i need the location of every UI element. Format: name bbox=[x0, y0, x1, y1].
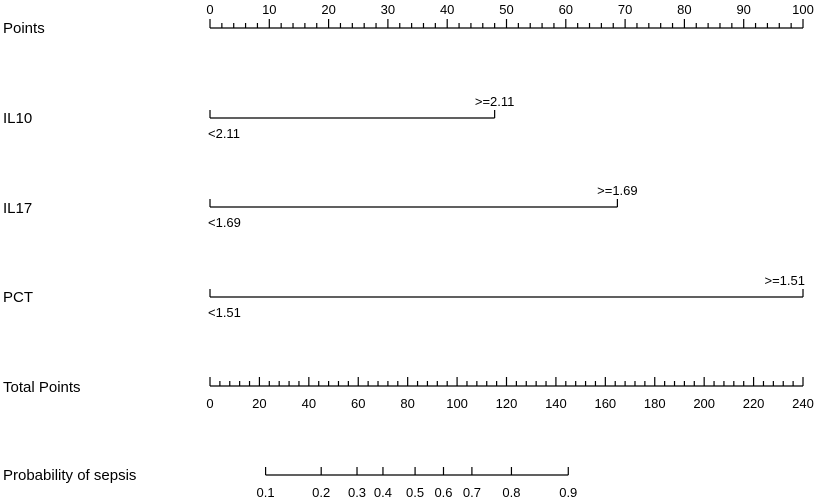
points-row-label: Points bbox=[3, 20, 45, 37]
probability-tick-label: 0.3 bbox=[348, 485, 366, 500]
points-tick-label: 100 bbox=[792, 2, 814, 17]
points-tick-label: 0 bbox=[206, 2, 213, 17]
probability-tick-label: 0.8 bbox=[502, 485, 520, 500]
total-tick-label: 140 bbox=[545, 396, 567, 411]
points-tick-label: 90 bbox=[736, 2, 750, 17]
total-tick-label: 20 bbox=[252, 396, 266, 411]
il10-row-label: IL10 bbox=[3, 110, 32, 127]
total-tick-label: 40 bbox=[302, 396, 316, 411]
total-tick-label: 180 bbox=[644, 396, 666, 411]
pct-row-label: PCT bbox=[3, 289, 33, 306]
il10-low-level-label: <2.11 bbox=[208, 126, 240, 141]
points-tick-label: 70 bbox=[618, 2, 632, 17]
probability-row-label: Probability of sepsis bbox=[3, 467, 136, 484]
total-tick-label: 240 bbox=[792, 396, 814, 411]
total-tick-label: 200 bbox=[693, 396, 715, 411]
total-tick-label: 120 bbox=[496, 396, 518, 411]
probability-tick-label: 0.2 bbox=[312, 485, 330, 500]
chart-marks: 0 10 20 30 40 50 60 70 80 90 100 <2.11 >=2.11 <1.69 >=… bbox=[206, 2, 813, 500]
total-tick-label: 60 bbox=[351, 396, 365, 411]
points-tick-label: 50 bbox=[499, 2, 513, 17]
il17-low-level-label: <1.69 bbox=[208, 215, 241, 230]
il17-row-label: IL17 bbox=[3, 200, 32, 217]
probability-tick-label: 0.6 bbox=[434, 485, 452, 500]
total-tick-label: 100 bbox=[446, 396, 468, 411]
points-tick-label: 60 bbox=[559, 2, 573, 17]
points-tick-label: 20 bbox=[321, 2, 335, 17]
pct-high-level-label: >=1.51 bbox=[765, 273, 806, 288]
total-points-row-label: Total Points bbox=[3, 379, 81, 396]
points-tick-label: 30 bbox=[381, 2, 395, 17]
pct-low-level-label: <1.51 bbox=[208, 305, 241, 320]
probability-tick-label: 0.5 bbox=[406, 485, 424, 500]
il17-high-level-label: >=1.69 bbox=[597, 183, 638, 198]
points-tick-label: 80 bbox=[677, 2, 691, 17]
probability-tick-label: 0.4 bbox=[374, 485, 392, 500]
points-tick-label: 40 bbox=[440, 2, 454, 17]
total-tick-label: 220 bbox=[743, 396, 765, 411]
points-tick-label: 10 bbox=[262, 2, 276, 17]
total-tick-label: 80 bbox=[400, 396, 414, 411]
total-tick-label: 0 bbox=[206, 396, 213, 411]
il10-high-level-label: >=2.11 bbox=[475, 94, 515, 109]
probability-tick-label: 0.9 bbox=[559, 485, 577, 500]
probability-tick-label: 0.7 bbox=[463, 485, 481, 500]
probability-tick-label: 0.1 bbox=[257, 485, 275, 500]
total-tick-label: 160 bbox=[594, 396, 616, 411]
